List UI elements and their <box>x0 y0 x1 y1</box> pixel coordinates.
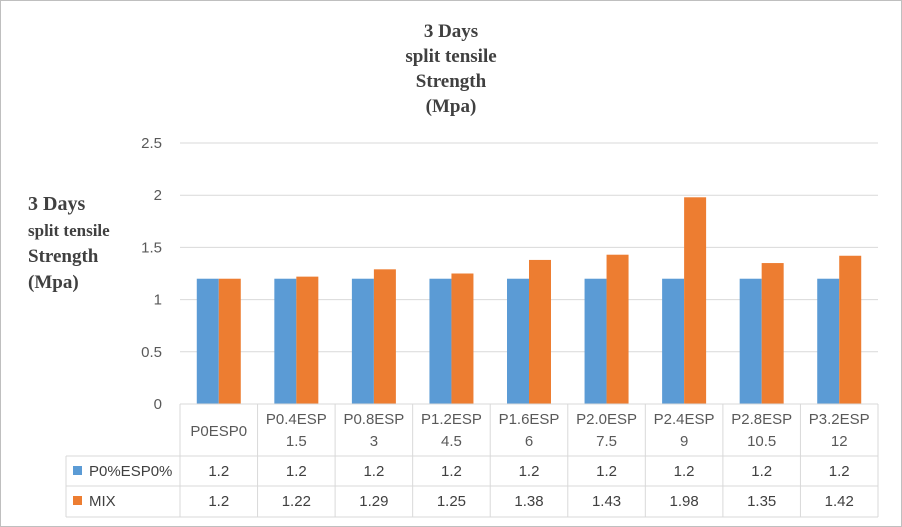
data-label: 1.2 <box>441 463 462 480</box>
data-label: 1.25 <box>437 493 466 510</box>
chart-title-line: (Mpa) <box>426 96 477 117</box>
category-label: 9 <box>680 433 688 450</box>
y-axis-label: 3 Days split tensile Strength (Mpa) <box>28 193 110 293</box>
data-label: 1.35 <box>747 493 776 510</box>
category-label: P3.2ESP <box>809 411 870 428</box>
bar <box>296 276 319 404</box>
bar <box>529 259 551 404</box>
y-axis-label-line: split tensile <box>28 221 110 240</box>
chart-title-line: Strength <box>416 71 487 92</box>
y-tick-label: 0 <box>154 396 162 413</box>
data-label: 1.38 <box>514 493 543 510</box>
y-tick-label: 2 <box>154 187 162 204</box>
bars <box>196 197 862 404</box>
category-label: 1.5 <box>286 433 307 450</box>
bar <box>196 278 219 404</box>
y-tick-label: 0.5 <box>141 344 162 361</box>
y-tick-label: 2.5 <box>141 135 162 152</box>
chart-title-line: split tensile <box>405 46 496 67</box>
data-label: 1.2 <box>751 463 772 480</box>
bar <box>218 278 241 404</box>
y-tick-label: 1.5 <box>141 239 162 256</box>
data-label: 1.2 <box>829 463 850 480</box>
bar <box>429 278 452 404</box>
bar <box>761 263 784 404</box>
bar <box>817 278 840 404</box>
bar <box>451 273 474 404</box>
category-label: P0.8ESP <box>343 411 404 428</box>
data-label: 1.2 <box>363 463 384 480</box>
series-name: MIX <box>89 493 116 510</box>
category-label: 4.5 <box>441 433 462 450</box>
category-label: 10.5 <box>747 433 776 450</box>
data-label: 1.2 <box>596 463 617 480</box>
legend-key <box>73 496 82 505</box>
bar <box>373 269 396 404</box>
y-axis-label-line: 3 Days <box>28 193 85 215</box>
data-label: 1.42 <box>825 493 854 510</box>
y-axis-label-line: Strength <box>28 246 99 267</box>
bar <box>662 278 685 404</box>
bar <box>584 278 607 404</box>
chart-title-line: 3 Days <box>424 21 478 42</box>
y-tick-label: 1 <box>154 292 162 309</box>
data-label: 1.22 <box>282 493 311 510</box>
data-label: 1.29 <box>359 493 388 510</box>
y-axis-label-line: (Mpa) <box>28 272 79 293</box>
data-label: 1.98 <box>670 493 699 510</box>
bar <box>351 278 374 404</box>
category-label: 12 <box>831 433 848 450</box>
bar <box>507 278 529 404</box>
series-name: P0%ESP0% <box>89 463 172 480</box>
data-label: 1.2 <box>519 463 540 480</box>
chart-title: 3 Days split tensile Strength (Mpa) <box>405 21 496 117</box>
data-label: 1.43 <box>592 493 621 510</box>
legend-key <box>73 466 82 475</box>
category-label: 7.5 <box>596 433 617 450</box>
bar <box>739 278 762 404</box>
data-label: 1.2 <box>208 463 229 480</box>
data-table: P0ESP0 P0.4ESP 1.5 P0.8ESP 3 P1.2ESP 4.5 P1.6ES… <box>65 403 879 518</box>
y-axis-ticks: 0 0.5 1 1.5 2 2.5 <box>141 135 162 413</box>
category-label: P1.6ESP <box>499 411 560 428</box>
bar <box>274 278 297 404</box>
category-label: 3 <box>370 433 378 450</box>
data-label: 1.2 <box>674 463 695 480</box>
bar <box>684 197 707 404</box>
data-label: 1.2 <box>208 493 229 510</box>
category-label: P2.0ESP <box>576 411 637 428</box>
category-label: P2.8ESP <box>731 411 792 428</box>
category-label: 6 <box>525 433 533 450</box>
category-label: P1.2ESP <box>421 411 482 428</box>
bar <box>606 254 629 404</box>
category-label: P2.4ESP <box>654 411 715 428</box>
data-label: 1.2 <box>286 463 307 480</box>
category-label: P0.4ESP <box>266 411 327 428</box>
category-label: P0ESP0 <box>190 423 247 440</box>
bar <box>839 255 862 404</box>
